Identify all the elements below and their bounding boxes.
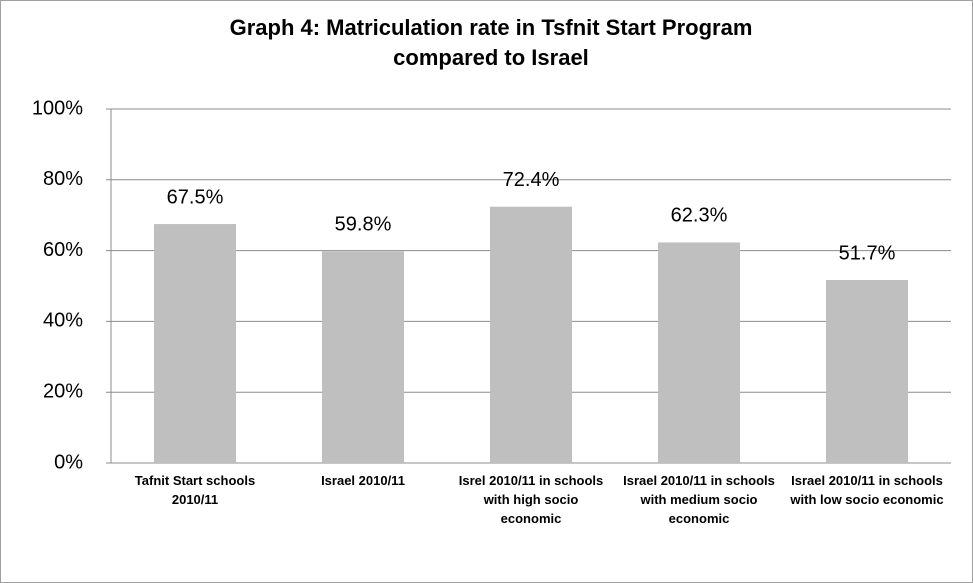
value-label: 51.7% [839, 242, 896, 264]
y-tick-label: 20% [43, 380, 83, 402]
value-label: 62.3% [671, 205, 728, 227]
chart-title: Graph 4: Matriculation rate in Tsfnit St… [229, 15, 753, 70]
x-tick-label: Israel 2010/11 in schools with low socio… [790, 473, 944, 507]
value-label: 59.8% [335, 214, 392, 236]
y-tick-label: 40% [43, 310, 83, 332]
x-tick-label-box: Israel 2010/11 [321, 473, 405, 488]
x-tick-label-box: Tafnit Start schools 2010/11 [134, 473, 256, 507]
y-tick-label: 100% [32, 97, 83, 119]
bar [154, 224, 236, 463]
bar [490, 206, 572, 464]
y-tick-label: 60% [43, 239, 83, 261]
x-tick-label-box: Israel 2010/11 in schools with low socio… [790, 473, 944, 507]
bar [322, 251, 404, 463]
x-tick-label-box: Israel 2010/11 in schools with medium so… [623, 473, 775, 526]
y-tick-label: 0% [54, 451, 83, 473]
bar [826, 279, 908, 463]
value-label: 72.4% [503, 169, 560, 191]
x-tick-label: Israel 2010/11 in schools with medium so… [623, 473, 775, 526]
value-label: 67.5% [167, 186, 224, 208]
x-tick-label: Isrel 2010/11 in schools with high socio… [458, 473, 604, 526]
x-tick-label-box: Isrel 2010/11 in schools with high socio… [458, 473, 604, 526]
x-tick-label: Israel 2010/11 [321, 473, 405, 488]
bar [658, 242, 740, 463]
x-tick-label: Tafnit Start schools 2010/11 [134, 473, 256, 507]
y-tick-label: 80% [43, 168, 83, 190]
